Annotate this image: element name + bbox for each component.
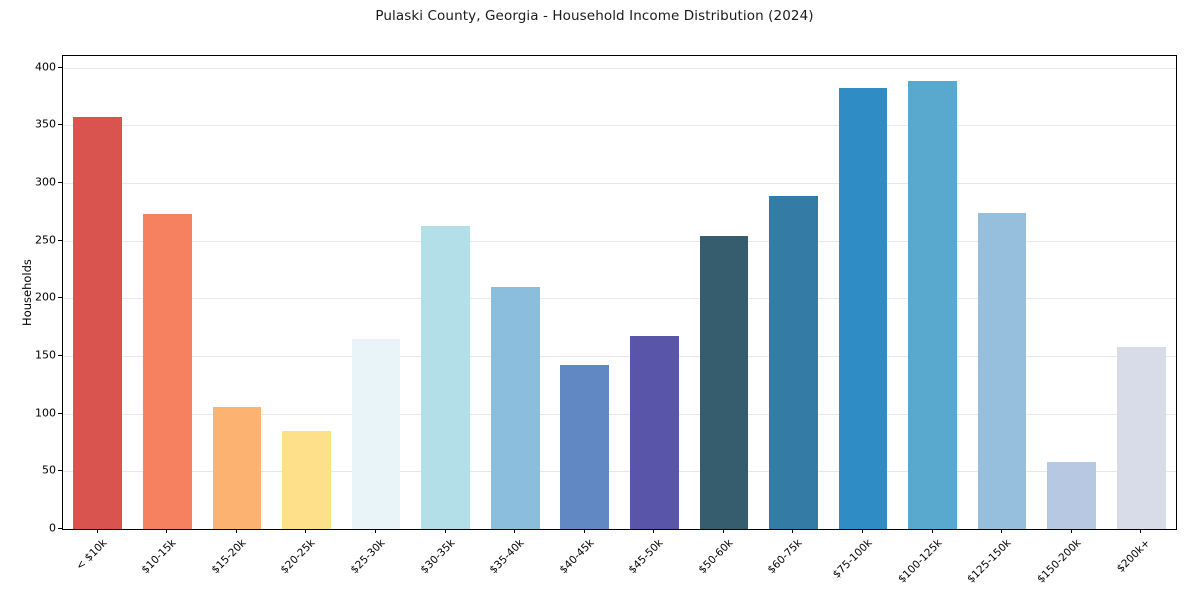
plot-area: Households [20,55,1177,530]
y-tick-label: 250 [35,233,56,247]
x-tick-mark [514,529,516,533]
x-tick-label: $200k+ [1114,537,1153,575]
x-tick-label: $10-15k [139,537,179,577]
gridline [63,125,1176,127]
bar-150-200k[interactable] [1047,462,1096,529]
bar-slot [202,56,272,529]
gridline [63,471,1176,473]
x-tick-mark [96,529,98,533]
x-tick-label: $30-35k [417,537,458,577]
gridline [63,240,1176,242]
bar-45-50k[interactable] [629,336,679,529]
x-tick-mark [444,529,446,533]
bar-60-75k[interactable] [769,195,818,529]
x-tick-mark [722,529,724,533]
y-tick-label: 100 [35,406,56,420]
y-tick-mark [58,181,62,183]
x-tick-mark [653,529,655,533]
bar-50-60k[interactable] [699,235,749,529]
y-tick-mark [58,354,62,356]
y-tick-label: 350 [35,117,56,131]
gridlines [63,56,1176,529]
bar-slot [272,56,342,529]
x-tick-mark [166,529,168,533]
gridline [63,67,1176,69]
y-tick-label: 200 [35,290,56,304]
gridline [63,182,1176,184]
bar-slot [411,56,481,529]
x-tick-mark [305,529,307,533]
x-tick-mark [931,529,933,533]
bar-10-15k[interactable] [143,214,192,529]
x-tick-label: $125-150k [965,537,1014,586]
x-tick-mark [235,529,237,533]
bar-slot [828,56,898,529]
bar-100-125k[interactable] [908,81,957,529]
y-tick-mark [58,66,62,68]
y-tick-label: 150 [35,348,56,362]
x-tick-mark [861,529,863,533]
x-tick-mark [1070,529,1072,533]
bar-30-35k[interactable] [421,225,470,529]
chart-title: Pulaski County, Georgia - Household Inco… [375,8,814,24]
y-tick-label: 300 [35,175,56,189]
bar-slot [967,56,1037,529]
x-tick-mark [1140,529,1142,533]
bar-125-150k[interactable] [977,212,1027,529]
bar-slot [341,56,411,529]
bar-slot [133,56,203,529]
y-tick-label: 50 [42,463,56,477]
x-tick-label: $150-200k [1034,537,1084,586]
gridline [63,355,1176,357]
y-tick-mark [58,124,62,126]
x-tick-label: $15-20k [209,537,249,577]
bar-15-20k[interactable] [212,406,262,529]
bar-75-100k[interactable] [838,88,888,529]
bar-slot [63,56,133,529]
x-tick-label: $75-100k [830,537,875,581]
bar-10k[interactable] [73,117,123,529]
x-tick-label: $50-60k [696,537,736,577]
bar-25-30k[interactable] [351,338,401,529]
bar-35-40k[interactable] [490,286,540,529]
x-tick-label: < $10k [73,537,110,573]
x-tick-mark [375,529,377,533]
x-tick-label: $45-50k [626,537,666,577]
bar-slot [759,56,829,529]
x-tick-label: $20-25k [278,537,318,577]
x-tick-mark [1001,529,1003,533]
bar-200k[interactable] [1116,346,1166,529]
x-tick-label: $25-30k [348,537,388,577]
bar-slot [1037,56,1107,529]
x-tick-mark [792,529,794,533]
x-tick-label: $35-40k [487,537,527,577]
bar-20-25k[interactable] [282,430,331,529]
bar-slot [620,56,690,529]
x-tick-label: $40-45k [557,537,597,577]
bar-slot [480,56,550,529]
x-tick-label: $100-125k [895,537,945,586]
x-tick-mark [583,529,585,533]
y-tick-mark [58,412,62,414]
bar-slot [689,56,759,529]
y-tick-mark [58,297,62,299]
x-tick-label: $60-75k [765,537,805,577]
bars-layer [63,56,1176,529]
bar-slot [550,56,620,529]
bar-slot [898,56,968,529]
bar-slot [1106,56,1176,529]
y-tick-label: 0 [49,521,56,535]
bar-40-45k[interactable] [560,365,610,529]
y-tick-mark [58,528,62,529]
y-tick-mark [58,239,62,241]
y-tick-mark [58,470,62,472]
y-tick-label: 400 [35,60,56,74]
gridline [63,298,1176,300]
gridline [63,413,1176,415]
